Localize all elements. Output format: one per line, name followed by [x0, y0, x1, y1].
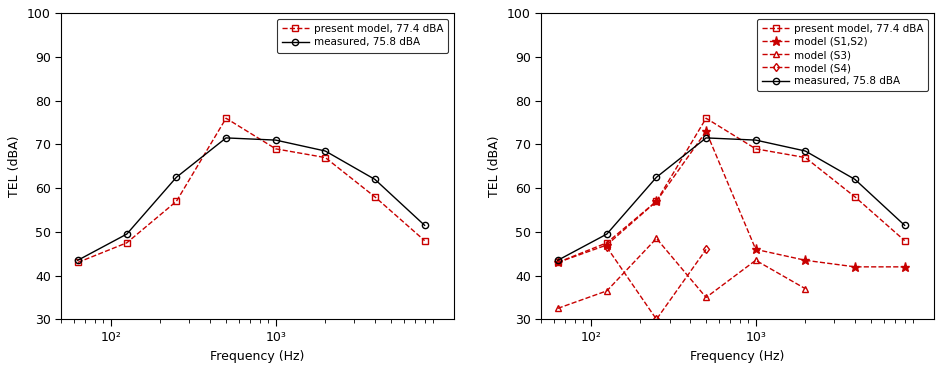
Legend: present model, 77.4 dBA, model (S1,S2), model (S3), model (S4), measured, 75.8 d: present model, 77.4 dBA, model (S1,S2), … [757, 19, 929, 92]
X-axis label: Frequency (Hz): Frequency (Hz) [210, 349, 304, 363]
model (S3) [552, 306, 563, 311]
Line: present model, 77.4 dBA: present model, 77.4 dBA [74, 115, 428, 266]
Line: measured, 75.8 dBA: measured, 75.8 dBA [555, 135, 908, 263]
measured, 75.8 dBA [899, 223, 910, 227]
measured, 75.8 dBA [419, 223, 430, 227]
model (S3) [701, 295, 712, 300]
model (S4) [651, 317, 662, 322]
present model, 77.4 dBA [419, 239, 430, 243]
present model, 77.4 dBA [899, 239, 910, 243]
measured, 75.8 dBA [319, 149, 331, 153]
present model, 77.4 dBA [319, 155, 331, 160]
measured, 75.8 dBA [750, 138, 761, 142]
measured, 75.8 dBA [220, 136, 232, 140]
model (S3) [651, 236, 662, 241]
model (S1,S2) [750, 247, 761, 252]
present model, 77.4 dBA [750, 147, 761, 151]
measured, 75.8 dBA [73, 258, 84, 263]
measured, 75.8 dBA [800, 149, 811, 153]
Line: measured, 75.8 dBA: measured, 75.8 dBA [74, 135, 428, 263]
model (S3) [800, 286, 811, 291]
model (S3) [601, 289, 612, 293]
present model, 77.4 dBA [73, 260, 84, 265]
present model, 77.4 dBA [171, 199, 182, 204]
present model, 77.4 dBA [850, 195, 861, 199]
present model, 77.4 dBA [601, 240, 612, 245]
present model, 77.4 dBA [220, 116, 232, 121]
measured, 75.8 dBA [171, 175, 182, 180]
model (S1,S2) [800, 258, 811, 263]
present model, 77.4 dBA [651, 199, 662, 204]
present model, 77.4 dBA [122, 240, 133, 245]
present model, 77.4 dBA [270, 147, 282, 151]
measured, 75.8 dBA [701, 136, 712, 140]
measured, 75.8 dBA [552, 258, 563, 263]
measured, 75.8 dBA [651, 175, 662, 180]
Line: present model, 77.4 dBA: present model, 77.4 dBA [555, 115, 908, 266]
model (S1,S2) [850, 265, 861, 269]
model (S4) [601, 245, 612, 249]
present model, 77.4 dBA [369, 195, 381, 199]
measured, 75.8 dBA [122, 232, 133, 236]
Line: model (S3): model (S3) [555, 235, 808, 312]
model (S3) [750, 258, 761, 263]
measured, 75.8 dBA [850, 177, 861, 182]
model (S1,S2) [552, 260, 563, 265]
Y-axis label: TEL (dBA): TEL (dBA) [8, 135, 22, 197]
model (S1,S2) [701, 129, 712, 134]
measured, 75.8 dBA [369, 177, 381, 182]
Y-axis label: TEL (dBA): TEL (dBA) [488, 135, 501, 197]
model (S1,S2) [899, 265, 910, 269]
model (S4) [701, 247, 712, 252]
present model, 77.4 dBA [701, 116, 712, 121]
model (S1,S2) [601, 243, 612, 247]
Legend: present model, 77.4 dBA, measured, 75.8 dBA: present model, 77.4 dBA, measured, 75.8 … [277, 19, 448, 53]
present model, 77.4 dBA [552, 260, 563, 265]
X-axis label: Frequency (Hz): Frequency (Hz) [690, 349, 785, 363]
Line: model (S4): model (S4) [604, 244, 709, 322]
model (S1,S2) [651, 199, 662, 204]
present model, 77.4 dBA [800, 155, 811, 160]
measured, 75.8 dBA [601, 232, 612, 236]
measured, 75.8 dBA [270, 138, 282, 142]
Line: model (S1,S2): model (S1,S2) [553, 127, 909, 271]
